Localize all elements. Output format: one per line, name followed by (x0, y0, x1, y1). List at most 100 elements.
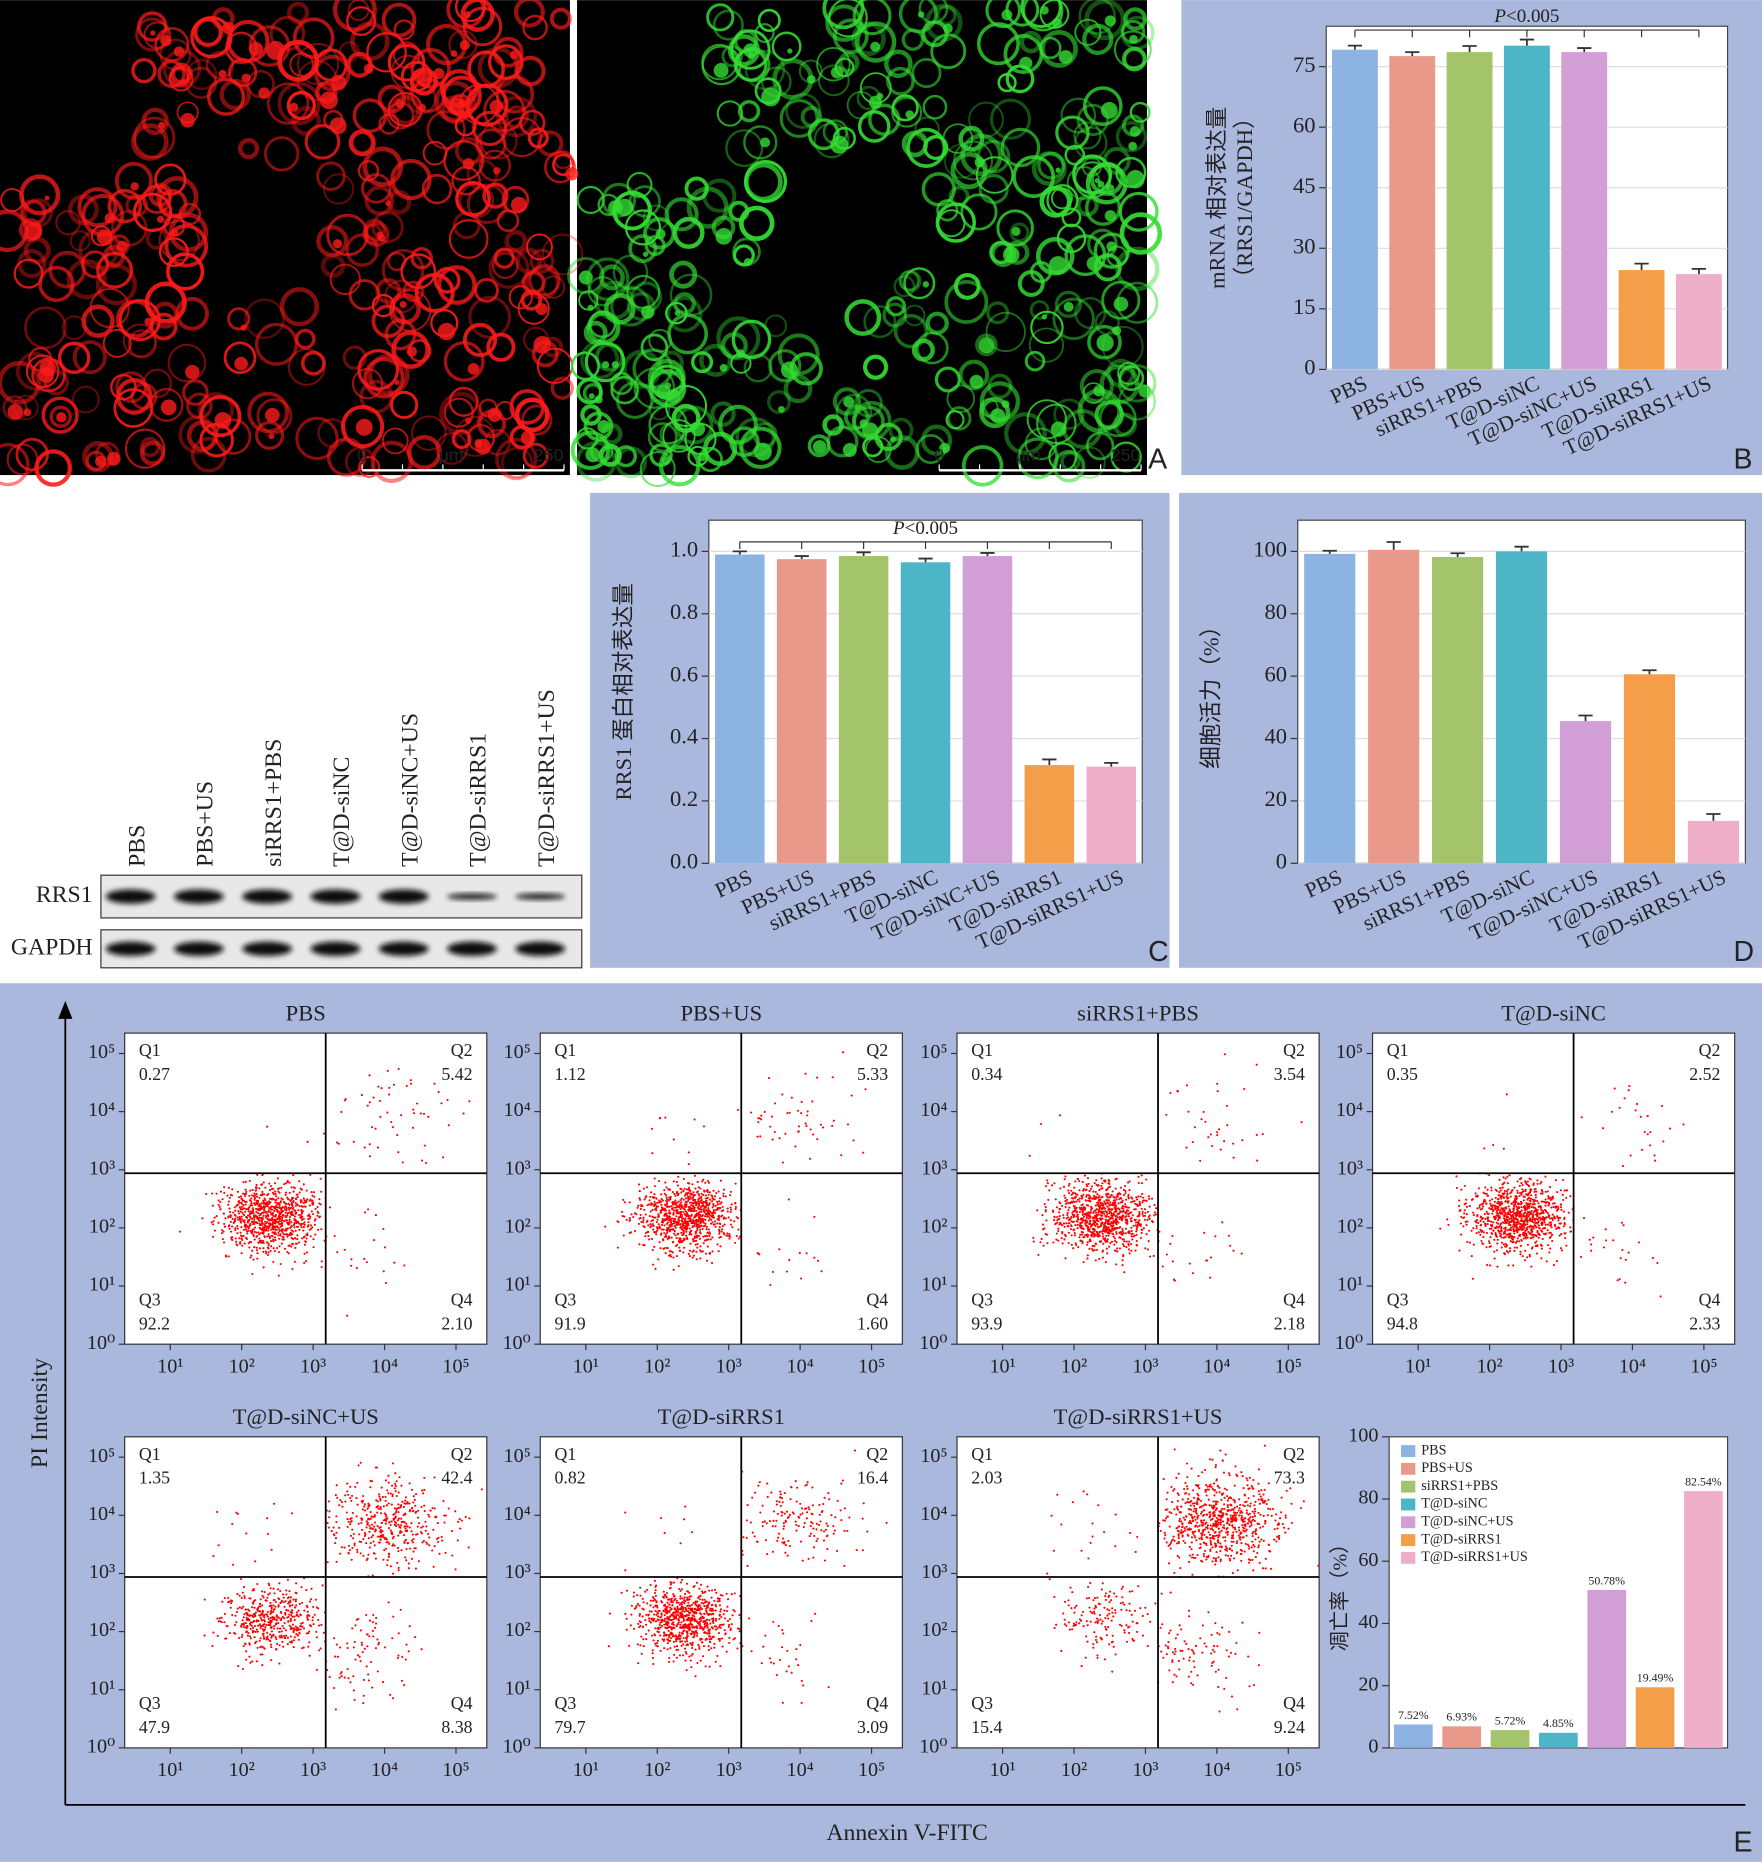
event-dot (1108, 1212, 1111, 1215)
error-bar (1042, 758, 1057, 766)
legend-label: T@D-siNC+US (1421, 1514, 1513, 1530)
event-dot (360, 1094, 363, 1097)
event-dot (677, 1232, 680, 1235)
cell (393, 19, 415, 41)
y-tick-label: 10⁵ (920, 1041, 947, 1063)
event-dot (688, 1195, 691, 1198)
event-dot (258, 1203, 261, 1206)
event-dot (264, 1224, 267, 1228)
event-dot (697, 1216, 700, 1219)
error-bar (1706, 813, 1721, 821)
event-dot (284, 1205, 287, 1208)
event-dot (771, 1138, 774, 1141)
cell (1085, 431, 1115, 461)
x-tick-label: 10¹ (157, 1356, 183, 1378)
event-dot (1491, 1198, 1494, 1201)
event-dot (1119, 1186, 1123, 1189)
event-dot (288, 1211, 291, 1214)
event-dot (1621, 1165, 1625, 1168)
event-dot (642, 1187, 645, 1190)
event-dot (1096, 1217, 1099, 1220)
event-dot (260, 1217, 263, 1220)
event-dot (670, 1228, 674, 1231)
event-dot (1077, 1218, 1080, 1221)
event-dot (682, 1207, 685, 1210)
event-dot (1488, 1174, 1491, 1177)
cell-blob (1129, 34, 1138, 44)
event-dot (664, 1181, 667, 1184)
event-dot (239, 1234, 242, 1237)
event-dot (1580, 1116, 1583, 1119)
cell-blob (642, 251, 649, 257)
event-dot (238, 1237, 241, 1240)
event-dot (1083, 1174, 1087, 1177)
cell (1094, 310, 1120, 336)
event-dot (251, 1207, 254, 1210)
event-dot (234, 1227, 237, 1230)
quadrant-events (756, 1198, 823, 1287)
event-dot (707, 1219, 710, 1222)
event-dot (694, 1235, 697, 1238)
row-label: RRS1 (36, 882, 93, 908)
event-dot (1107, 1182, 1110, 1185)
event-dot (364, 1211, 367, 1214)
event-dot (719, 1202, 722, 1205)
event-dot (1069, 1201, 1072, 1205)
event-dot (717, 1200, 721, 1203)
event-dot (1116, 1250, 1119, 1253)
event-dot (1115, 1231, 1118, 1234)
event-dot (695, 1212, 699, 1215)
event-dot (303, 1243, 306, 1246)
cell (584, 341, 626, 383)
event-dot (293, 1215, 297, 1218)
event-dot (281, 1235, 284, 1238)
event-dot (1147, 1195, 1150, 1198)
event-dot (1134, 1249, 1137, 1252)
event-dot (1073, 1186, 1076, 1189)
event-dot (707, 1204, 710, 1207)
event-dot (1119, 1201, 1122, 1204)
event-dot (671, 1251, 674, 1254)
event-dot (695, 1191, 699, 1194)
event-dot (336, 1251, 339, 1254)
event-dot (637, 1183, 641, 1186)
event-dot (1140, 1207, 1143, 1210)
event-dot (1508, 1174, 1511, 1177)
event-dot (1516, 1180, 1519, 1183)
event-dot (253, 1192, 256, 1195)
cell (1087, 324, 1122, 360)
event-dot (1491, 1208, 1494, 1211)
cell (884, 49, 913, 79)
bar (1432, 556, 1484, 864)
cell (462, 6, 503, 47)
event-dot (1173, 1279, 1176, 1282)
cell (767, 390, 791, 415)
event-dot (279, 1220, 283, 1223)
event-dot (1494, 1196, 1497, 1199)
event-dot (294, 1229, 297, 1232)
event-dot (1643, 1130, 1646, 1134)
event-dot (1098, 1199, 1101, 1202)
event-dot (1093, 1194, 1096, 1197)
event-dot (1062, 1213, 1065, 1217)
event-dot (707, 1210, 711, 1213)
cell (495, 75, 535, 114)
event-dot (1084, 1199, 1087, 1202)
cell (154, 26, 190, 62)
event-dot (672, 1206, 675, 1209)
event-dot (663, 1209, 666, 1212)
event-dot (1496, 1242, 1499, 1245)
event-dot (683, 1221, 686, 1224)
event-dot (1559, 1247, 1563, 1250)
panel-letter: D (1734, 936, 1755, 968)
event-dot (682, 1198, 685, 1201)
event-dot (1086, 1243, 1089, 1246)
cell-blob (533, 336, 551, 354)
cell-blob (1048, 256, 1068, 275)
bar (1561, 52, 1608, 370)
event-dot (1530, 1194, 1533, 1197)
event-dot (708, 1191, 711, 1194)
event-dot (1223, 1140, 1226, 1143)
event-dot (672, 1219, 675, 1223)
event-dot (1528, 1255, 1531, 1258)
